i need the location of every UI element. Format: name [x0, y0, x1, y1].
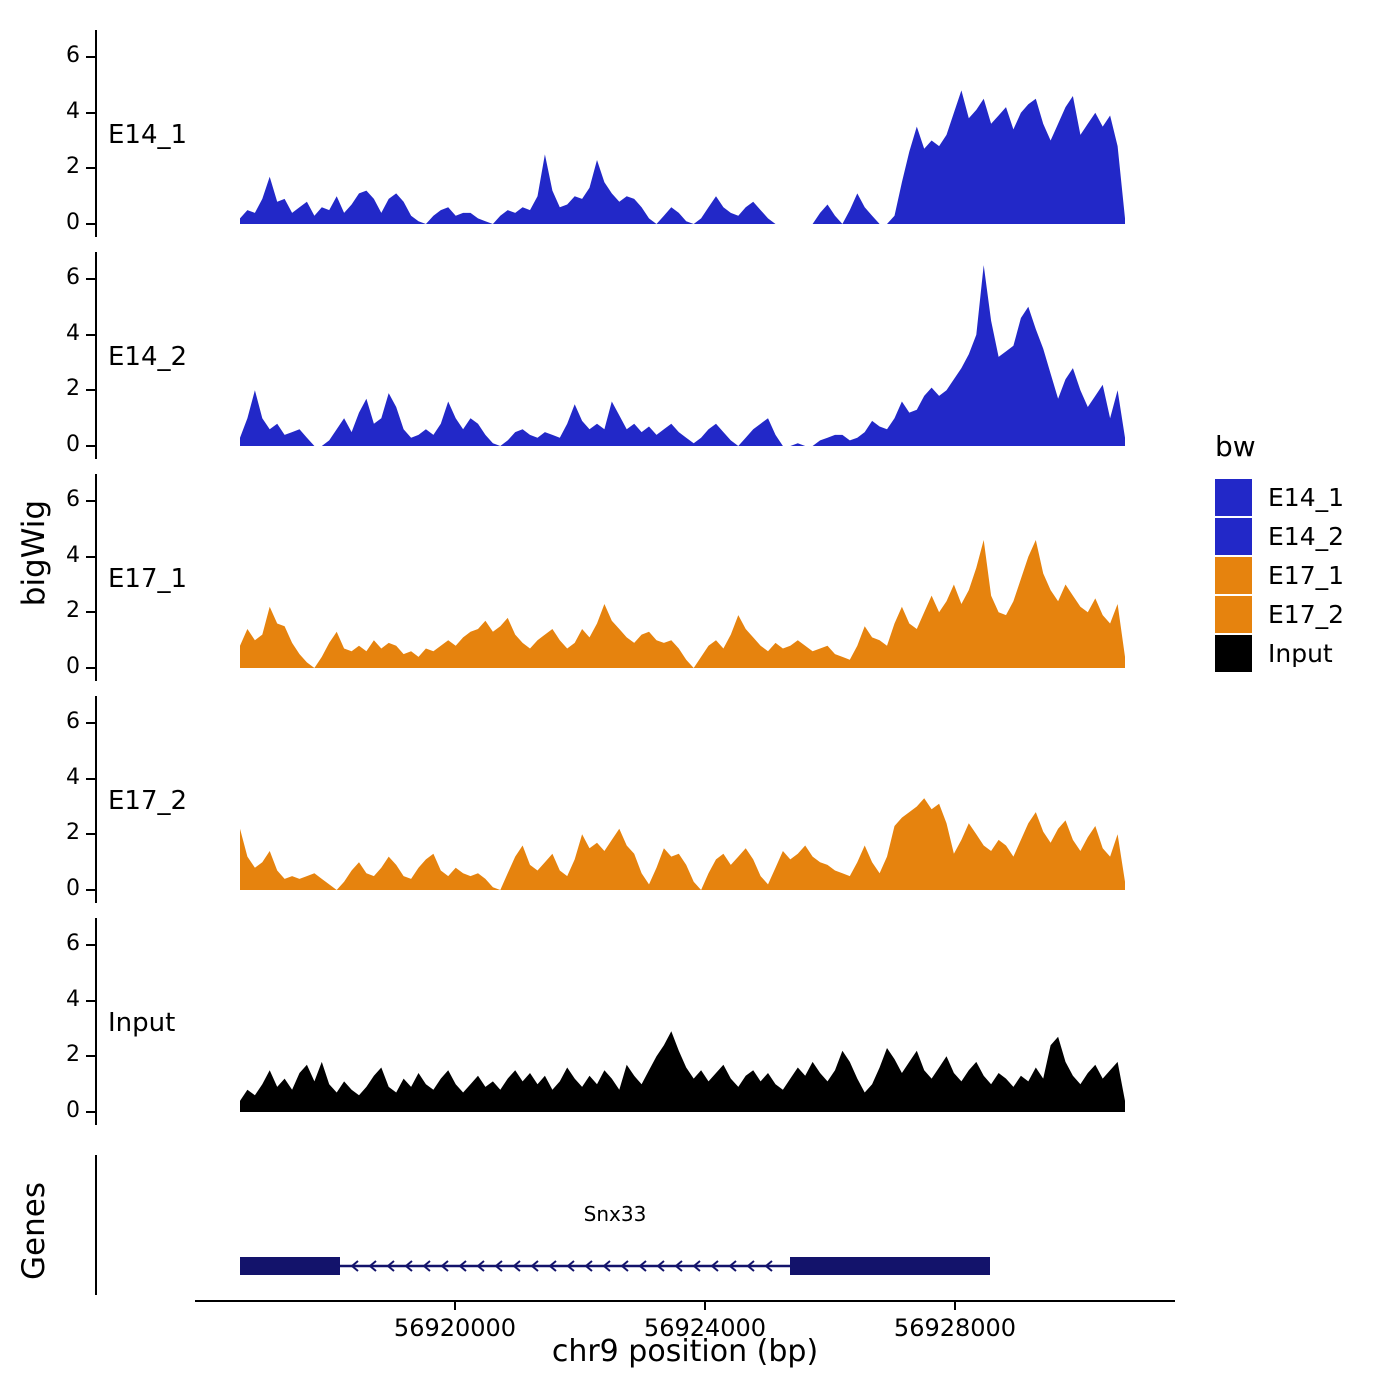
gene-name-label: Snx33 — [583, 1202, 647, 1226]
y-tick-label: 2 — [66, 598, 80, 624]
x-tick-label: 56920000 — [393, 1314, 517, 1342]
y-tick — [86, 333, 95, 336]
y-tick — [86, 944, 95, 946]
legend-label: E17_2 — [1268, 600, 1345, 629]
y-tick-label: 0 — [66, 432, 80, 457]
legend-swatch-E14_2 — [1215, 518, 1252, 555]
y-tick — [86, 223, 95, 225]
y-tick-label: 4 — [66, 542, 80, 568]
legend-entry-E17_1: E17_1 — [1215, 557, 1344, 594]
legend-entry-E14_1: E14_1 — [1215, 479, 1344, 516]
y-tick — [86, 777, 95, 780]
y-tick-label: 2 — [66, 154, 80, 180]
y-tick-label: 2 — [66, 820, 80, 846]
y-tick-label: 2 — [66, 1042, 80, 1068]
y-tick — [86, 667, 95, 669]
y-tick — [86, 278, 95, 280]
legend-label: E14_1 — [1268, 483, 1345, 512]
x-tick — [704, 1302, 706, 1310]
y-tick — [86, 1111, 95, 1113]
gene-model-Snx33 — [240, 1257, 990, 1275]
y-tick-label: 4 — [66, 986, 80, 1012]
facet-panel-Input: 0 2 4 6 Input — [0, 918, 1400, 1125]
y-axis-line — [95, 474, 97, 681]
x-axis-title: chr9 position (bp) — [551, 1334, 819, 1369]
facet-label: E14_2 — [108, 342, 188, 372]
y-axis-line — [95, 252, 97, 459]
y-tick — [86, 111, 95, 114]
y-tick — [86, 500, 95, 502]
y-tick-label: 0 — [66, 876, 80, 901]
legend-swatch-E17_2 — [1215, 596, 1252, 633]
legend-label: E17_1 — [1268, 561, 1345, 590]
coverage-area-E14_2 — [240, 265, 1125, 446]
y-tick-label: 0 — [66, 654, 80, 679]
coverage-area-Input — [240, 1031, 1125, 1112]
x-tick — [454, 1302, 456, 1310]
y-tick-label: 6 — [66, 709, 80, 734]
facet-panel-E17_1: 0 2 4 6 E17_1 — [0, 474, 1400, 681]
y-tick — [86, 889, 95, 891]
y-tick — [86, 611, 95, 614]
legend-swatch-E17_1 — [1215, 557, 1252, 594]
legend-swatch-E14_1 — [1215, 479, 1252, 516]
x-tick — [954, 1302, 956, 1310]
y-tick — [86, 167, 95, 170]
y-tick-label: 4 — [66, 320, 80, 346]
genes-panel — [0, 1155, 1400, 1295]
y-tick — [86, 555, 95, 558]
y-tick-label: 0 — [66, 1098, 80, 1123]
legend-entry-Input: Input — [1215, 635, 1344, 672]
y-tick — [86, 1055, 95, 1058]
legend-entry-E14_2: E14_2 — [1215, 518, 1344, 555]
facet-label: E17_2 — [108, 786, 188, 816]
y-axis-line — [95, 918, 97, 1125]
legend-entries: E14_1 E14_2 E17_1 E17_2 Input — [1215, 479, 1344, 672]
facet-label: E14_1 — [108, 120, 188, 150]
facet-panel-E14_2: 0 2 4 6 E14_2 — [0, 252, 1400, 459]
y-tick-label: 6 — [66, 43, 80, 68]
x-axis-line — [195, 1300, 1175, 1302]
y-tick-label: 2 — [66, 376, 80, 402]
y-tick-label: 6 — [66, 931, 80, 956]
y-tick-label: 4 — [66, 98, 80, 124]
y-axis-line — [95, 696, 97, 903]
y-tick — [86, 722, 95, 724]
x-tick-label: 56928000 — [893, 1314, 1017, 1342]
facet-label: Input — [108, 1008, 176, 1038]
x-tick-label: 56924000 — [643, 1314, 767, 1342]
legend-title: bw — [1215, 430, 1256, 463]
legend: bw E14_1 E14_2 E17_1 E17_2 Input — [1215, 430, 1344, 674]
facet-panel-E14_1: 0 2 4 6 E14_1 — [0, 30, 1400, 237]
y-tick-label: 6 — [66, 265, 80, 290]
y-tick — [86, 833, 95, 836]
y-tick — [86, 389, 95, 392]
facet-panel-E17_2: 0 2 4 6 E17_2 — [0, 696, 1400, 903]
genes-axis-line — [95, 1155, 97, 1295]
y-tick-label: 6 — [66, 487, 80, 512]
legend-label: Input — [1268, 639, 1333, 668]
coverage-area-E17_2 — [240, 798, 1125, 890]
legend-entry-E17_2: E17_2 — [1215, 596, 1344, 633]
y-tick — [86, 999, 95, 1002]
y-tick-label: 0 — [66, 210, 80, 235]
coverage-area-E14_1 — [240, 90, 1125, 225]
facet-label: E17_1 — [108, 564, 188, 594]
y-tick-label: 4 — [66, 764, 80, 790]
y-axis-line — [95, 30, 97, 237]
coverage-area-E17_1 — [240, 540, 1125, 668]
legend-label: E14_2 — [1268, 522, 1345, 551]
y-tick — [86, 445, 95, 447]
legend-swatch-Input — [1215, 635, 1252, 672]
y-tick — [86, 56, 95, 58]
